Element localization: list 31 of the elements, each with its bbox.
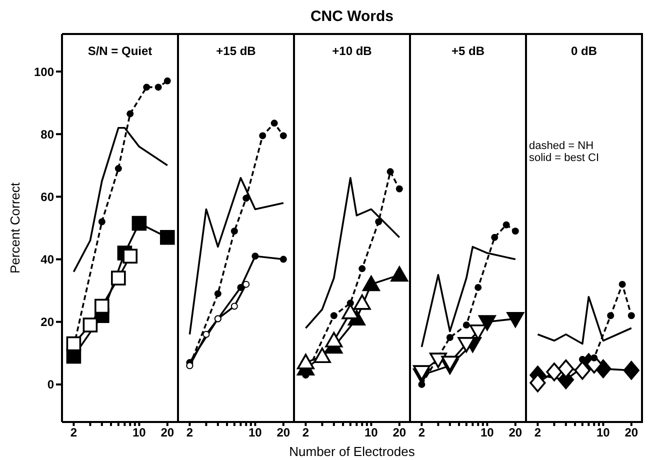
text: +5 dB: [450, 44, 486, 58]
x-tick-label: 20: [508, 426, 522, 440]
x-tick-label: 2: [186, 426, 194, 440]
annotation: solid = best CI: [529, 152, 600, 164]
x-tick-label: 2: [70, 426, 78, 440]
x-tick-label: 2: [302, 426, 310, 440]
y-tick-label: 100: [34, 64, 54, 79]
text: S/N = Quiet: [86, 44, 154, 58]
y-tick-label: 0: [47, 378, 54, 392]
x-tick-label: 10: [480, 426, 494, 440]
x-tick-label: 20: [160, 426, 174, 440]
x-tick-label: 10: [132, 426, 146, 440]
x-tick-label: 20: [392, 426, 406, 440]
y-axis-title: Percent Correct: [8, 182, 23, 274]
chart-title: CNC Words: [309, 8, 395, 25]
x-tick-label: 20: [624, 426, 638, 440]
x-tick-label: 10: [248, 426, 262, 440]
text: +15 dB: [215, 44, 257, 58]
y-tick-label: 20: [40, 315, 54, 330]
y-tick-label: 40: [40, 252, 54, 267]
x-tick-label: 10: [596, 426, 610, 440]
text: +10 dB: [331, 44, 373, 58]
x-tick-label: 2: [534, 426, 542, 440]
x-tick-label: 10: [364, 426, 378, 440]
y-tick-label: 80: [40, 127, 54, 142]
x-tick-label: 2: [418, 426, 426, 440]
x-tick-label: 20: [276, 426, 290, 440]
text: 0 dB: [570, 44, 598, 58]
y-tick-label: 60: [40, 190, 54, 204]
annotation: dashed = NH: [529, 140, 595, 152]
x-axis-title: Number of Electrodes: [288, 444, 416, 459]
